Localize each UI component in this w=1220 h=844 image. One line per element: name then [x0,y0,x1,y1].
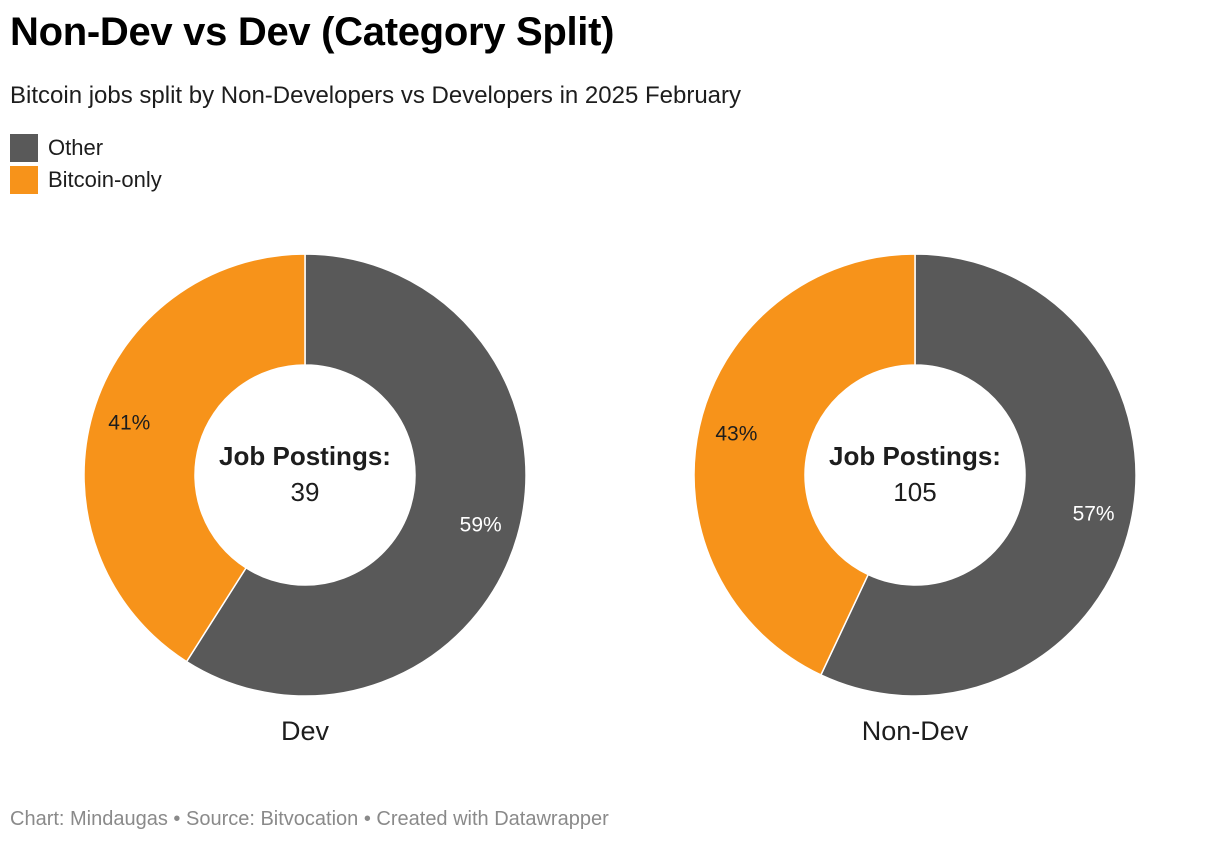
slice-label-non-dev-bitcoin-only: 43% [715,423,757,446]
slice-label-non-dev-other: 57% [1073,502,1115,525]
legend-swatch-other [10,134,38,162]
legend-item-bitcoin-only: Bitcoin-only [10,166,162,194]
donut-slice-dev-other [185,253,527,697]
chart-footer: Chart: Mindaugas • Source: Bitvocation •… [10,808,609,830]
chart-name-dev: Dev [281,716,330,746]
center-total-non-dev: 105 [893,477,936,507]
chart-name-non-dev: Non-Dev [862,716,969,746]
legend: Other Bitcoin-only [10,134,162,198]
center-total-dev: 39 [291,477,320,507]
slice-label-dev-other: 59% [460,514,502,537]
donut-slice-non-dev-bitcoin-only [693,253,916,676]
center-heading-dev: Job Postings: [219,441,391,471]
donut-slice-dev-bitcoin-only [83,253,306,663]
donut-slice-non-dev-other [819,253,1137,697]
slice-label-dev-bitcoin-only: 41% [108,411,150,434]
legend-item-other: Other [10,134,162,162]
chart-title: Non-Dev vs Dev (Category Split) [10,10,615,54]
legend-swatch-bitcoin-only [10,166,38,194]
legend-label-bitcoin-only: Bitcoin-only [48,167,162,192]
legend-label-other: Other [48,135,104,160]
chart-subtitle: Bitcoin jobs split by Non-Developers vs … [10,82,742,109]
center-heading-non-dev: Job Postings: [829,441,1001,471]
